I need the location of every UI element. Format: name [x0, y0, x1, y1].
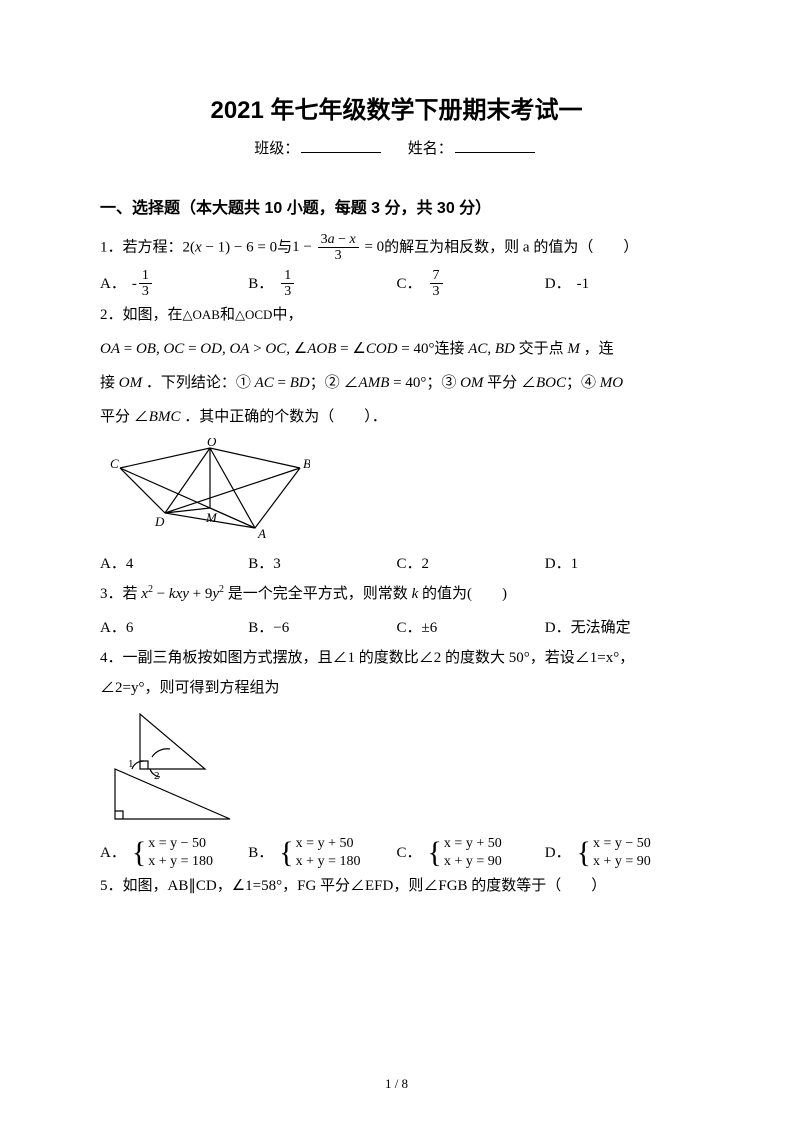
question-1: 1．若方程：2(x − 1) − 6 = 0与1 − 3a − x 3 = 0的… — [100, 232, 693, 264]
q1-text-a: 若方程： — [123, 239, 183, 255]
question-4: 4．一副三角板按如图方式摆放，且∠1 的度数比∠2 的度数大 50°，若设∠1=… — [100, 643, 693, 703]
q1-text-c: 的解互为相反数，则 a 的值为（ ） — [384, 239, 638, 255]
q1-options: A． - 13 B． 13 C． 73 D． -1 — [100, 268, 693, 300]
q3-opt-a: A．6 — [100, 613, 248, 643]
question-2-line3: 接 OM ．下列结论：① AC = BD；② ∠AMB = 40°；③ OM 平… — [100, 368, 693, 398]
q1-num: 1． — [100, 239, 123, 255]
class-label: 班级： — [254, 141, 299, 157]
q2-figure: O C B D M A — [110, 438, 693, 543]
q3-opt-c: C．±6 — [397, 613, 545, 643]
exam-title: 2021 年七年级数学下册期末考试一 — [100, 90, 693, 125]
q1-text-b: 与 — [277, 239, 292, 255]
q4-opt-d: D． {x = y − 50x + y = 90 — [545, 835, 693, 871]
question-3: 3．若 x2 − kxy + 9y2 是一个完全平方式，则常数 k 的值为( ) — [100, 579, 693, 609]
q1-frac: 3a − x 3 — [318, 232, 359, 264]
q3-options: A．6 B．−6 C．±6 D．无法确定 — [100, 613, 693, 643]
section-1-heading: 一、选择题（本大题共 10 小题，每题 3 分，共 30 分） — [100, 194, 693, 218]
q4-options: A． {x = y − 50x + y = 180 B． {x = y + 50… — [100, 835, 693, 871]
svg-text:C: C — [110, 456, 119, 471]
svg-text:A: A — [257, 526, 266, 538]
name-label: 姓名： — [408, 141, 453, 157]
question-2-line4: 平分 ∠BMC ．其中正确的个数为（ ）． — [100, 402, 693, 432]
svg-text:D: D — [154, 514, 165, 529]
q2-opt-a: A．4 — [100, 549, 248, 579]
q1-eq-right: 1 − 3a − x 3 = 0 — [292, 239, 384, 255]
q2-options: A．4 B．3 C．2 D．1 — [100, 549, 693, 579]
q4-opt-b: B． {x = y + 50x + y = 180 — [248, 835, 396, 871]
q2-opt-b: B．3 — [248, 549, 396, 579]
svg-text:M: M — [205, 510, 218, 525]
q1-opt-d: D． -1 — [545, 268, 693, 300]
svg-text:B: B — [303, 456, 310, 471]
question-2: 2．如图，在△OAB和△OCD中， — [100, 300, 693, 330]
q3-opt-b: B．−6 — [248, 613, 396, 643]
class-blank[interactable] — [301, 139, 381, 153]
svg-text:O: O — [207, 438, 217, 449]
q3-opt-d: D．无法确定 — [545, 613, 693, 643]
q4-figure: 1 2 — [110, 709, 693, 829]
q1-eq-left: 2(x − 1) − 6 = 0 — [183, 239, 278, 255]
question-5: 5．如图，AB∥CD，∠1=58°，FG 平分∠EFD，则∠FGB 的度数等于（… — [100, 871, 693, 901]
page-number: 1 / 8 — [0, 1076, 793, 1092]
meta-line: 班级： 姓名： — [100, 137, 693, 158]
q2-opt-d: D．1 — [545, 549, 693, 579]
q4-opt-a: A． {x = y − 50x + y = 180 — [100, 835, 248, 871]
name-blank[interactable] — [455, 139, 535, 153]
q1-opt-b: B． 13 — [248, 268, 396, 300]
q2-opt-c: C．2 — [397, 549, 545, 579]
q2-diagram-svg: O C B D M A — [110, 438, 310, 538]
page: 2021 年七年级数学下册期末考试一 班级： 姓名： 一、选择题（本大题共 10… — [0, 0, 793, 1122]
svg-text:2: 2 — [154, 770, 160, 782]
question-2-line2: OA = OB, OC = OD, OA > OC, ∠AOB = ∠COD =… — [100, 334, 693, 364]
q1-opt-a: A． - 13 — [100, 268, 248, 300]
svg-text:1: 1 — [128, 758, 134, 770]
q1-opt-c: C． 73 — [397, 268, 545, 300]
q4-opt-c: C． {x = y + 50x + y = 90 — [397, 835, 545, 871]
q4-diagram-svg: 1 2 — [110, 709, 240, 824]
